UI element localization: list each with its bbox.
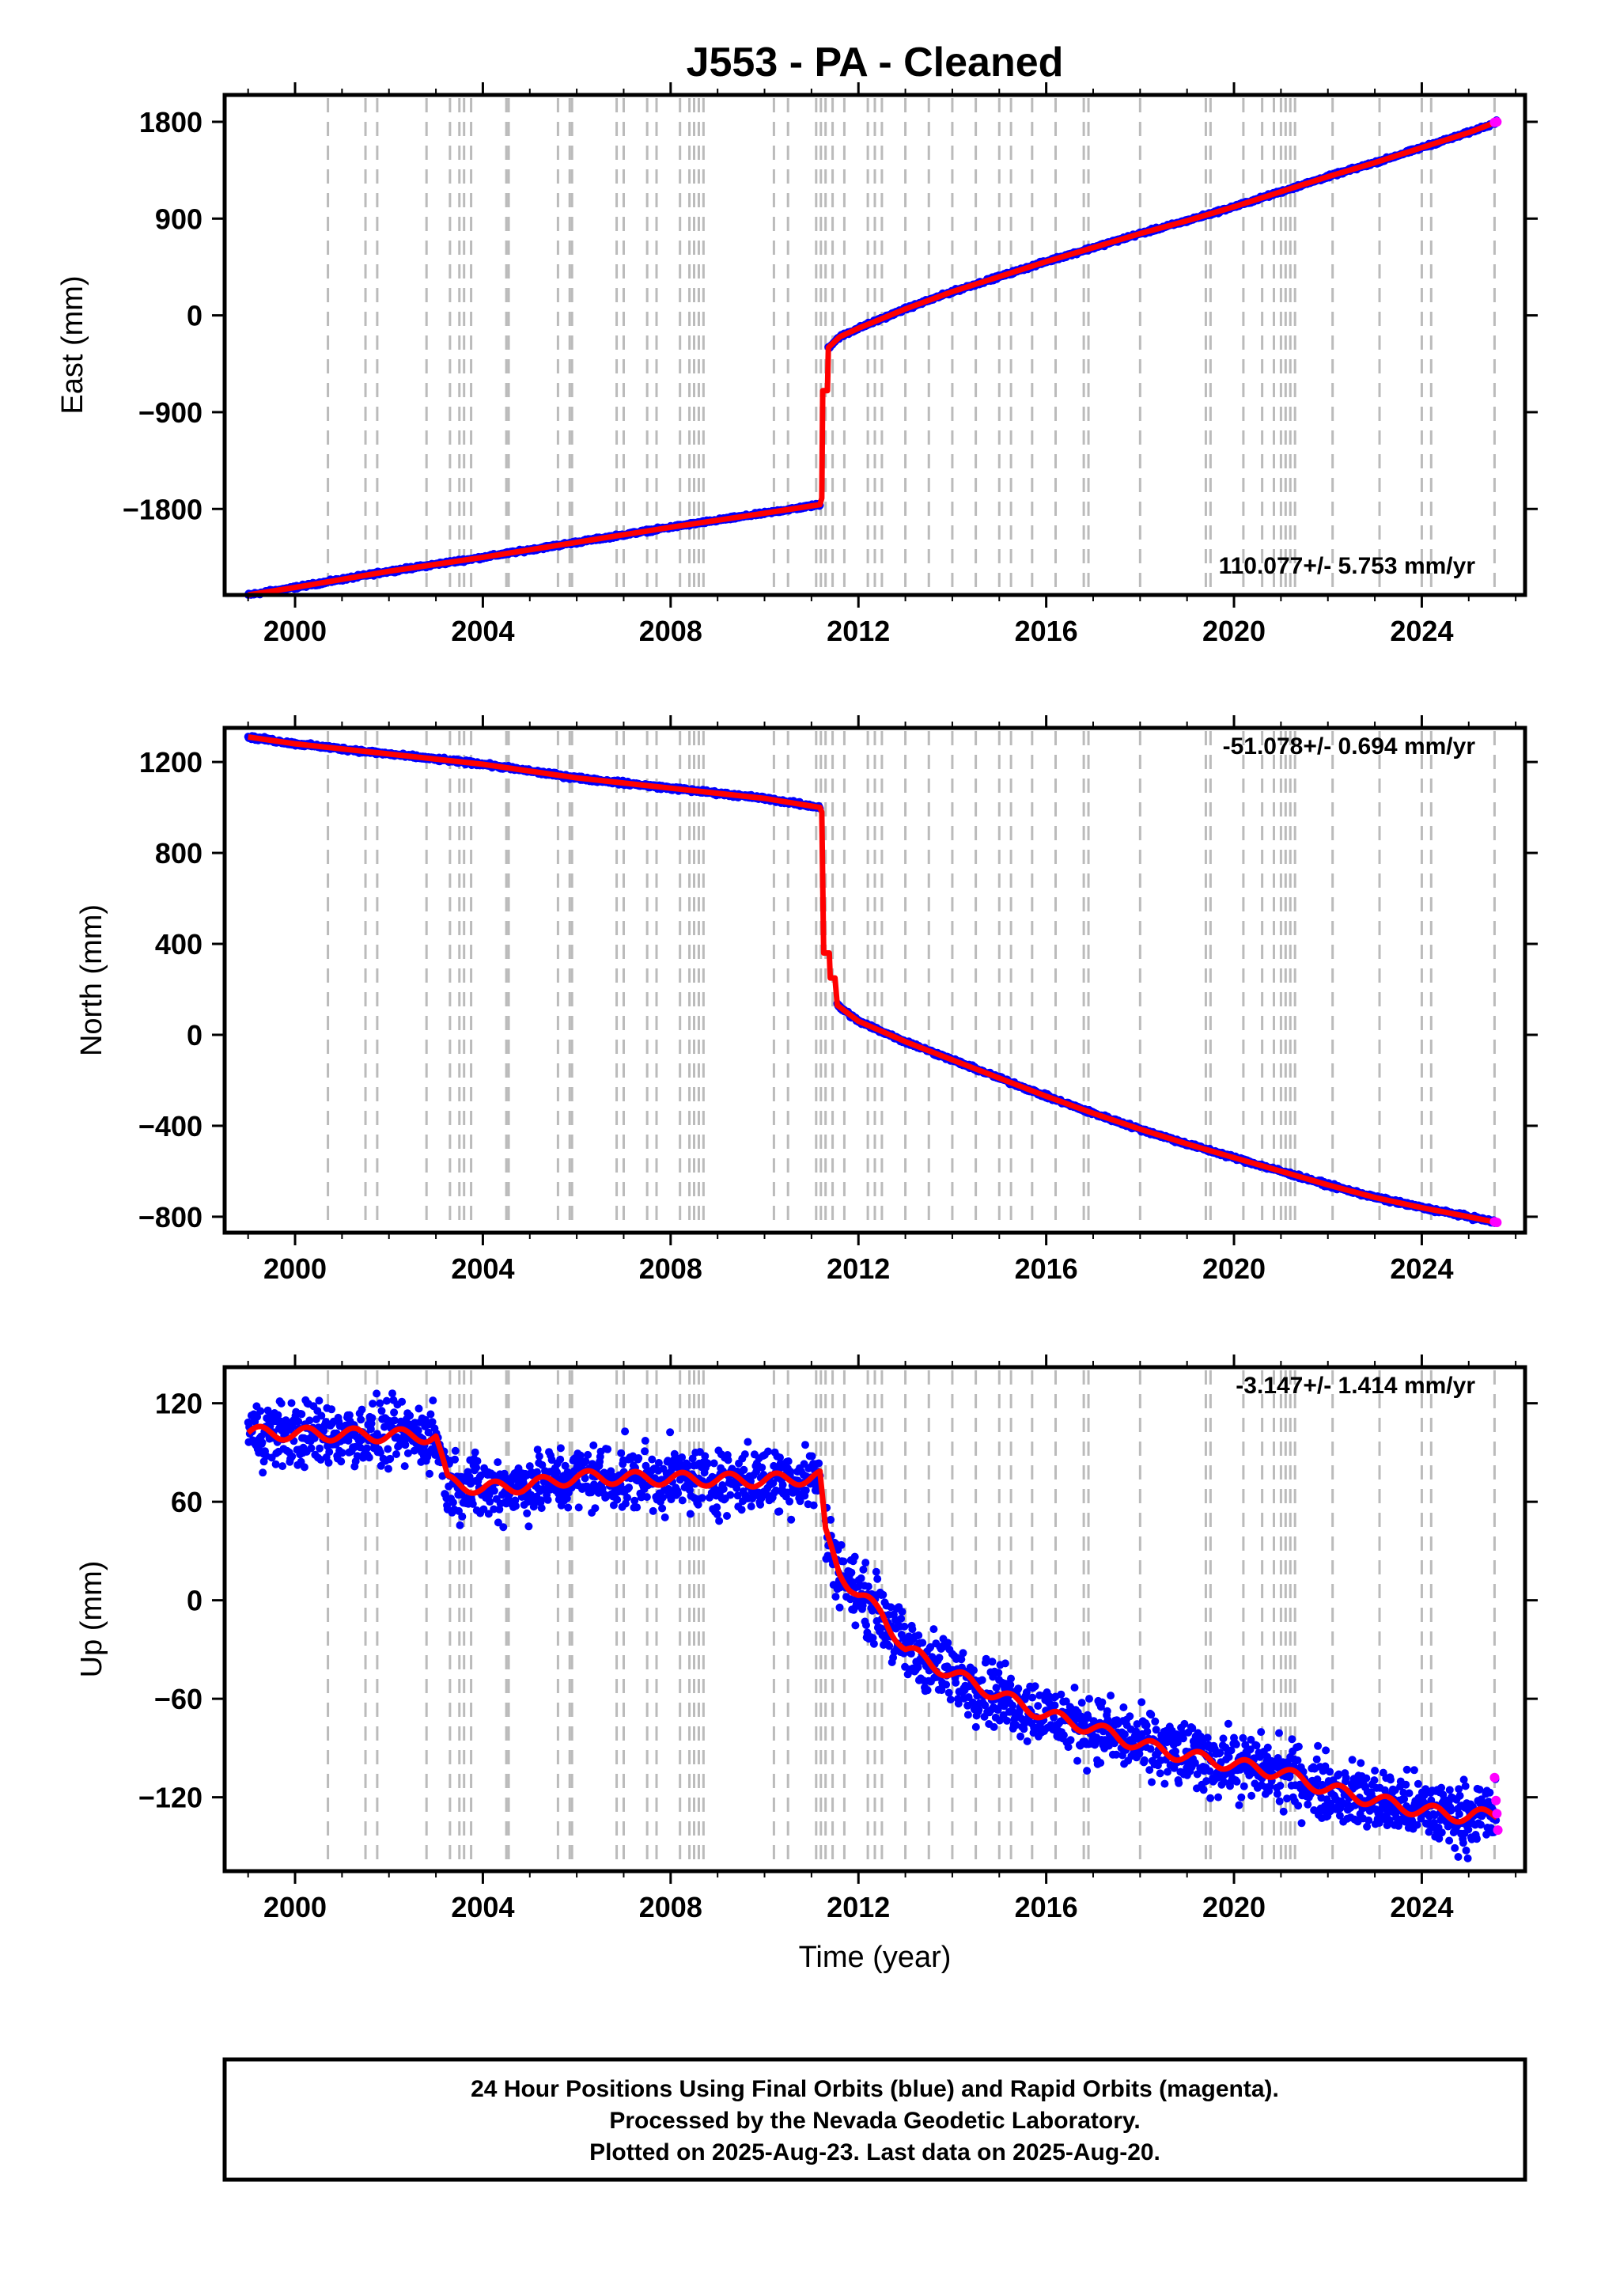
rapid-point — [1492, 116, 1502, 127]
x-tick-label: 2000 — [263, 1252, 327, 1285]
model-fit-line — [248, 119, 1498, 598]
data-point — [287, 1399, 296, 1408]
data-point — [337, 1457, 346, 1466]
y-axis: 1800 900 0 −900 −1800 — [123, 106, 1538, 525]
y-axis-title: North (mm) — [75, 904, 108, 1056]
y-tick-label: 0 — [187, 300, 202, 332]
data-point — [338, 1449, 346, 1457]
data-point — [315, 1396, 324, 1405]
x-tick-label: 2024 — [1390, 615, 1453, 647]
y-tick-label: 900 — [155, 203, 202, 235]
up-panel: 2000 2004 2008 2012 2016 2020 2024120600−60−12… — [75, 1354, 1538, 1923]
data-point — [259, 1468, 267, 1477]
rate-label: -51.078+/- 0.694 mm/yr — [1223, 733, 1476, 760]
rapid-orbit-points — [1489, 116, 1502, 127]
figure-title: J553 - PA - Cleaned — [687, 40, 1064, 85]
data-point — [305, 1416, 314, 1425]
y-tick-label: 800 — [155, 837, 202, 870]
data-point — [297, 1410, 306, 1419]
event-lines — [327, 731, 1496, 1229]
x-tick-label: 2000 — [263, 615, 327, 647]
y-tick-label: 1800 — [139, 106, 202, 138]
data-point — [288, 1452, 297, 1461]
x-tick-label: 2004 — [451, 1252, 514, 1285]
x-tick-label: 2024 — [1390, 1252, 1453, 1285]
x-tick-label: 2016 — [1015, 1252, 1078, 1285]
data-point — [278, 1462, 287, 1471]
x-tick-label: 2020 — [1202, 1252, 1266, 1285]
data-point — [325, 1448, 334, 1457]
x-tick-label: 2020 — [1202, 615, 1266, 647]
final-orbit-points — [244, 116, 1501, 599]
data-point — [358, 1405, 366, 1414]
y-tick-label: −1800 — [123, 493, 202, 525]
data-point — [256, 1407, 265, 1415]
x-tick-label: 2008 — [639, 615, 702, 647]
final-orbit-points — [244, 732, 1501, 1227]
data-point — [294, 1417, 303, 1426]
model-fit-line — [248, 734, 1498, 1226]
data-point — [258, 1438, 267, 1447]
data-point — [365, 1453, 373, 1462]
east-panel: 2000 2004 2008 2012 2016 2020 2024 1800 900 0 −900… — [56, 82, 1538, 647]
event-lines — [327, 98, 1496, 592]
data-point — [316, 1444, 324, 1453]
data-point — [307, 1444, 316, 1453]
y-tick-label: −400 — [138, 1110, 202, 1142]
data-point — [271, 1460, 280, 1468]
data-point — [277, 1399, 286, 1408]
y-tick-label: 0 — [187, 1019, 202, 1051]
y-tick-label: −900 — [138, 396, 202, 429]
x-tick-label: 2004 — [451, 615, 514, 647]
x-tick-label: 2012 — [827, 1252, 890, 1285]
rate-label: 110.077+/- 5.753 mm/yr — [1219, 553, 1476, 579]
y-axis-title: East (mm) — [56, 275, 89, 414]
data-point — [324, 1458, 333, 1467]
north-panel: 2000 2004 2008 2012 2016 2020 2024 1200 800 400 0 −… — [75, 715, 1538, 1285]
data-point — [362, 1444, 371, 1453]
x-tick-label: 2008 — [639, 1252, 702, 1285]
data-point — [300, 1463, 308, 1472]
data-point — [369, 1400, 377, 1408]
y-tick-label: 1200 — [139, 746, 202, 779]
y-tick-label: 400 — [155, 928, 202, 960]
data-point — [357, 1415, 365, 1424]
x-tick-label: 2016 — [1015, 615, 1078, 647]
x-tick-label: 2012 — [827, 615, 890, 647]
data-point — [368, 1414, 377, 1423]
y-tick-label: −800 — [138, 1201, 202, 1233]
data-point — [327, 1405, 336, 1414]
rapid-point — [1492, 1218, 1502, 1228]
